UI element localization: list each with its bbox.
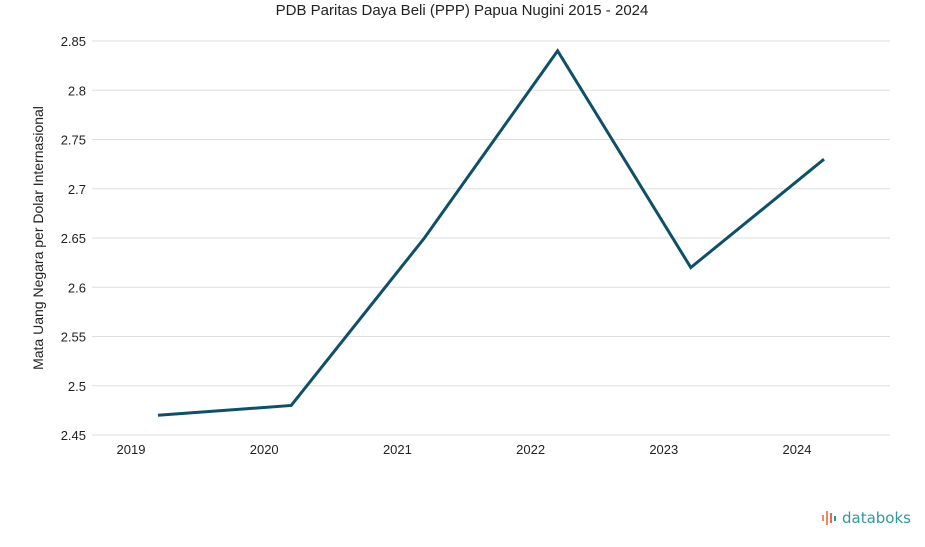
y-tick-label: 2.8 — [68, 83, 86, 98]
x-tick-label: 2019 — [117, 442, 146, 457]
chart-title: PDB Paritas Daya Beli (PPP) Papua Nugini… — [276, 2, 649, 19]
x-tick-label: 2022 — [516, 442, 545, 457]
x-tick-label: 2021 — [383, 442, 412, 457]
x-tick-label: 2024 — [783, 442, 812, 457]
y-tick-label: 2.65 — [61, 231, 86, 246]
y-tick-label: 2.5 — [68, 379, 86, 394]
databoks-logo-icon — [822, 511, 836, 525]
y-tick-label: 2.6 — [68, 280, 86, 295]
series-layer — [157, 48, 825, 417]
y-tick-label: 2.7 — [68, 182, 86, 197]
y-tick-label: 2.55 — [61, 330, 86, 345]
y-tick-label: 2.75 — [61, 133, 86, 148]
databoks-wordmark: databoks — [842, 509, 911, 527]
y-axis-label: Mata Uang Negara per Dolar Internasional — [30, 106, 46, 370]
y-tick-label: 2.45 — [61, 428, 86, 443]
x-axis-ticks: 2019 2020 2021 2022 2023 2024 — [117, 442, 812, 457]
grid-lines — [92, 40, 890, 436]
databoks-brand: databoks — [821, 509, 911, 527]
y-tick-label: 2.85 — [61, 34, 86, 49]
x-tick-label: 2020 — [250, 442, 279, 457]
series-line — [157, 48, 825, 417]
x-tick-label: 2023 — [649, 442, 678, 457]
y-axis-ticks: 2.45 2.5 2.55 2.6 2.65 2.7 2.75 2.8 2.85 — [61, 34, 86, 443]
